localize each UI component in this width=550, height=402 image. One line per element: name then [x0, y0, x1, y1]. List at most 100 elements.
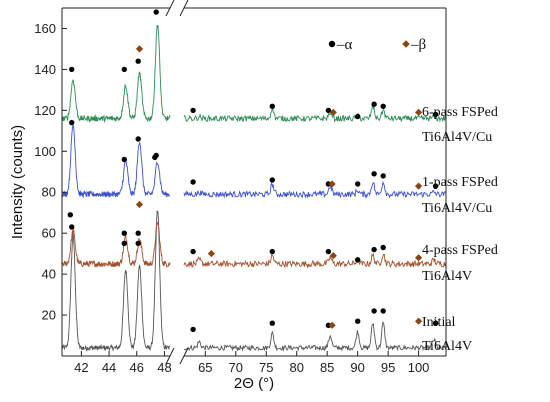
series-line-0-segment-0 [61, 210, 171, 352]
alpha-marker-0-5 [269, 320, 275, 326]
legend-alpha-symbol [328, 40, 336, 48]
alpha-marker-2-7 [355, 181, 361, 187]
x-tick-label-4: 65 [198, 360, 212, 375]
alpha-marker-1-8 [380, 244, 386, 251]
alpha-marker-3-7 [355, 113, 361, 120]
marker-layer [67, 9, 439, 333]
alpha-marker-3-8 [371, 101, 377, 107]
alpha-marker-3-5 [269, 103, 275, 110]
y-axis-title: Intensity (counts) [9, 125, 26, 239]
alpha-marker-3-6 [325, 107, 332, 114]
y-tick-label-7: 160 [34, 21, 56, 36]
alpha-marker-2-0 [69, 119, 75, 126]
x-tick-label-3: 48 [157, 360, 171, 375]
beta-marker-1-0 [135, 200, 144, 209]
alpha-marker-0-9 [380, 308, 386, 314]
alpha-marker-3-0 [69, 66, 75, 73]
legend-label-1: –β [410, 37, 426, 53]
alpha-marker-2-5 [269, 177, 275, 183]
beta-marker-2-1 [415, 182, 423, 190]
beta-marker-1-2 [329, 252, 337, 260]
alpha-marker-1-2 [135, 230, 141, 236]
alpha-marker-2-8 [371, 171, 377, 177]
x-tick-label-5: 70 [229, 360, 243, 375]
alpha-marker-2-4 [190, 179, 196, 185]
x-tick-label-1: 44 [102, 360, 116, 375]
beta-marker-3-2 [415, 108, 423, 116]
x-tick-label-10: 95 [381, 360, 395, 375]
series-line-0-segment-1 [183, 321, 447, 352]
alpha-marker-1-4 [269, 248, 275, 255]
y-tick-label-0: 20 [42, 308, 56, 323]
y-tick-label-3: 80 [42, 185, 56, 200]
axis-layer: 20 40 60 80 100 120 140 160 42 44 46 48 65 70 75 80 85 90… [34, 0, 447, 375]
axis-break-mark-0 [165, 347, 175, 365]
series-line-1-segment-1 [183, 252, 447, 269]
x-tick-label-0: 42 [74, 360, 88, 375]
alpha-marker-0-0 [69, 224, 75, 230]
series-line-3-segment-0 [61, 24, 171, 124]
alpha-marker-1-0 [67, 212, 74, 218]
alpha-marker-3-2 [135, 58, 141, 64]
alpha-marker-3-9 [380, 103, 386, 110]
y-tick-label-5: 120 [34, 103, 56, 118]
series-label-2-line-1: Ti6Al4V/Cu [422, 201, 492, 216]
alpha-marker-3-4 [190, 107, 196, 114]
series-line-3-segment-1 [183, 103, 447, 123]
alpha-marker-2-3 [153, 152, 159, 159]
beta-marker-0-0 [328, 321, 336, 329]
x-axis-title: 2Θ (°) [234, 375, 274, 392]
alpha-marker-0-6 [325, 322, 332, 328]
alpha-marker-1-6 [355, 257, 361, 263]
y-tick-label-6: 140 [34, 62, 56, 77]
alpha-marker-0-2 [135, 240, 141, 247]
series-label-1-line-1: Ti6Al4V [422, 269, 472, 284]
alpha-marker-0-7 [355, 318, 361, 324]
series-label-0-line-0: Initial [422, 315, 456, 330]
beta-marker-0-1 [415, 317, 423, 325]
alpha-marker-2-2 [135, 136, 141, 142]
series-label-1-line-0: 4-pass FSPed [422, 243, 498, 258]
alpha-marker-0-4 [190, 326, 196, 333]
alpha-marker-3-1 [121, 66, 128, 73]
beta-marker-1-3 [415, 254, 423, 262]
x-tick-label-2: 46 [130, 360, 144, 375]
legend-beta-symbol [402, 40, 410, 48]
series-layer [61, 24, 447, 352]
alpha-marker-1-5 [325, 248, 332, 255]
y-tick-label-1: 40 [42, 267, 56, 282]
series-1 [61, 221, 447, 269]
y-tick-label-2: 60 [42, 226, 56, 241]
x-tick-label-8: 85 [320, 360, 334, 375]
series-line-1-segment-0 [61, 221, 171, 268]
series-label-3-line-0: 6-pass FSPed [422, 105, 498, 120]
alpha-marker-1-1 [121, 230, 128, 236]
legend: –α –β [328, 37, 426, 53]
alpha-marker-0-10 [432, 320, 439, 326]
series-label-3-line-1: Ti6Al4V/Cu [422, 130, 492, 145]
alpha-marker-1-3 [190, 248, 196, 255]
axis-break-mark-2 [165, 0, 175, 17]
beta-marker-3-1 [329, 108, 337, 116]
beta-marker-1-1 [207, 250, 215, 258]
alpha-marker-2-6 [325, 181, 332, 187]
series-label-0-line-1: Ti6Al4V [422, 339, 472, 354]
series-line-2-segment-0 [61, 124, 171, 199]
series-2 [61, 124, 447, 199]
series-0 [61, 210, 447, 352]
x-tick-label-6: 75 [259, 360, 273, 375]
alpha-marker-3-10 [432, 111, 439, 118]
series-label-2-line-0: 1-pass FSPed [422, 175, 498, 190]
axis-break-mark-3 [179, 0, 189, 17]
series-3 [61, 24, 447, 124]
axis-break-mark-1 [179, 347, 189, 365]
alpha-marker-2-1 [121, 156, 128, 163]
legend-label-0: –α [336, 37, 353, 53]
x-tick-label-7: 80 [289, 360, 303, 375]
x-tick-label-11: 100 [408, 360, 430, 375]
beta-marker-3-0 [135, 45, 144, 53]
alpha-marker-2-9 [380, 173, 386, 179]
alpha-marker-3-3 [153, 9, 159, 15]
alpha-marker-0-8 [371, 308, 377, 314]
